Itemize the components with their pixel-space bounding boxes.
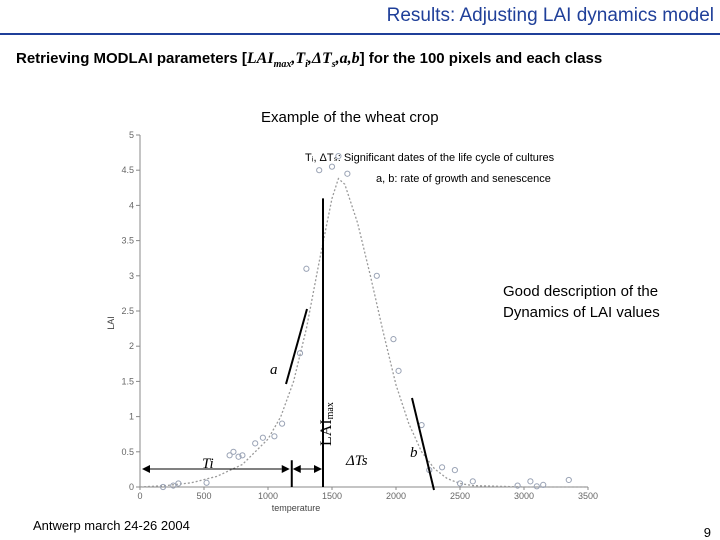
observation-point: [259, 434, 266, 441]
observation-point: [469, 478, 476, 485]
y-tick-label: 0: [129, 482, 134, 492]
laimax-label-main: LAI: [318, 419, 335, 446]
y-tick-label: 3: [129, 271, 134, 281]
param-lai-text: LAI: [246, 50, 274, 67]
y-tick-label: 0.5: [121, 447, 134, 457]
parameter-overlay: Ti ΔTs a b LAImax: [142, 198, 435, 491]
observation-point: [303, 265, 310, 272]
observation-point: [170, 482, 177, 489]
observation-point: [527, 478, 534, 485]
dts-arrowhead-left: [292, 465, 301, 473]
observation-point: [456, 480, 464, 487]
dts-arrowhead-right: [314, 465, 322, 473]
observation-point: [565, 476, 572, 484]
senescence-rate-line: [411, 397, 435, 491]
observation-point: [514, 482, 521, 489]
ti-arrowhead-left: [142, 465, 150, 473]
observation-point: [278, 420, 286, 427]
x-tick-label: 3500: [578, 491, 598, 501]
y-tick-label: 3.5: [121, 236, 134, 246]
good-description-line1: Good description of the: [503, 283, 659, 300]
x-tick-label: 500: [196, 491, 211, 501]
subtitle-suffix: ] for the 100 pixels and each class: [359, 50, 603, 67]
observation-point: [373, 272, 380, 279]
param-lai-sub: max: [273, 59, 292, 71]
observation-point: [328, 163, 336, 170]
subtitle-prefix: Retrieving MODLAI parameters [: [16, 50, 247, 67]
param-dts-sub: s: [331, 59, 336, 71]
observation-point: [203, 479, 210, 486]
y-tick-label: 4.5: [121, 165, 134, 175]
y-tick-label: 1: [129, 412, 134, 422]
annotation-dates: Tᵢ, ΔTₛ: Significant dates of the life c…: [305, 152, 555, 164]
observation-point: [296, 350, 304, 357]
laimax-label: LAImax: [318, 402, 336, 446]
x-tick-label: 1500: [322, 491, 342, 501]
good-description-line2: Dynamics of LAI values: [503, 304, 660, 321]
observation-point: [316, 167, 323, 174]
y-tick-label: 5: [129, 130, 134, 140]
y-tick-label: 1.5: [121, 376, 134, 386]
observation-point: [451, 467, 458, 474]
a-label: a: [270, 362, 278, 378]
observation-point: [335, 153, 342, 160]
dts-label: ΔTs: [345, 453, 368, 469]
y-tick-label: 4: [129, 200, 134, 210]
slide-title: Results: Adjusting LAI dynamics model: [386, 5, 714, 26]
x-tick-label: 3000: [514, 491, 534, 501]
x-tick-label: 2000: [386, 491, 406, 501]
observation-point: [252, 440, 259, 447]
slide-subtitle: Retrieving MODLAI parameters [LAImax,Ti,…: [16, 50, 602, 70]
y-tick-label: 2: [129, 341, 134, 351]
title-divider: [0, 33, 720, 35]
footer-event: Antwerp march 24-26 2004: [33, 518, 190, 533]
x-tick-label: 1000: [258, 491, 278, 501]
observation-point: [230, 448, 237, 455]
observation-point: [239, 452, 246, 459]
ti-label: Ti: [202, 456, 214, 472]
chart-axes: 0 0.5 1 1.5 2 2.5 3 3.5 4 4.5 5 0 500 1000 1500 2000 250…: [106, 130, 598, 513]
observation-point: [344, 170, 351, 177]
x-tick-label: 2500: [450, 491, 470, 501]
b-label: b: [410, 445, 418, 461]
param-lai: LAImax,Ti,ΔTs,a,b: [246, 50, 360, 71]
observation-layer: [159, 153, 572, 491]
param-ti-text: ,T: [291, 50, 306, 67]
page-number: 9: [703, 525, 711, 540]
example-label: Example of the wheat crop: [261, 109, 439, 126]
laimax-label-sub: max: [325, 402, 336, 419]
observation-point: [540, 481, 547, 488]
observation-point: [226, 452, 233, 459]
annotation-rates: a, b: rate of growth and senescence: [376, 173, 551, 185]
observation-point: [533, 483, 540, 490]
param-dts-text: ,ΔT: [307, 50, 332, 67]
observation-point: [438, 464, 446, 471]
good-description: Good description of the Dynamics of LAI …: [503, 281, 660, 323]
observation-point: [175, 480, 182, 487]
y-tick-label: 2.5: [121, 306, 134, 316]
x-tick-label: 0: [137, 491, 142, 501]
fitted-lai-curve: [139, 177, 588, 488]
observation-point: [159, 483, 167, 491]
observation-point: [395, 367, 402, 374]
growth-rate-line: [285, 308, 308, 385]
param-ab-text: ,a,b: [335, 50, 360, 67]
observation-point: [235, 453, 242, 460]
ti-arrowhead-right: [281, 465, 290, 473]
x-axis-label: temperature: [272, 503, 321, 513]
observation-point: [390, 336, 397, 343]
param-ti-sub: i: [305, 59, 308, 71]
observation-point: [271, 433, 278, 440]
fitted-curve-layer: [139, 177, 588, 488]
y-axis-label: LAI: [106, 316, 116, 330]
